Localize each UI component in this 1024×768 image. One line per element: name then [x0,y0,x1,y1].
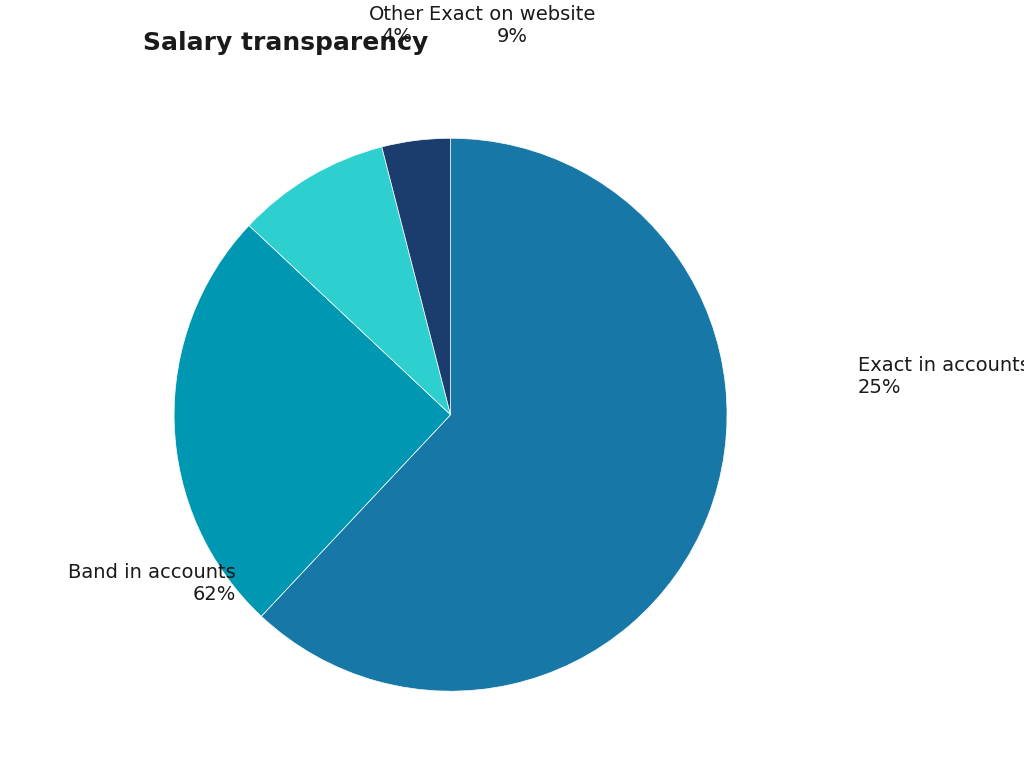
Wedge shape [382,138,451,415]
Text: Exact in accounts
25%: Exact in accounts 25% [857,356,1024,397]
Wedge shape [261,138,727,691]
Text: Exact on website
9%: Exact on website 9% [429,5,595,46]
Wedge shape [174,226,451,616]
Text: Other
4%: Other 4% [369,5,425,46]
Text: Salary transparency: Salary transparency [143,31,429,55]
Text: Band in accounts
62%: Band in accounts 62% [68,563,236,604]
Wedge shape [249,147,451,415]
